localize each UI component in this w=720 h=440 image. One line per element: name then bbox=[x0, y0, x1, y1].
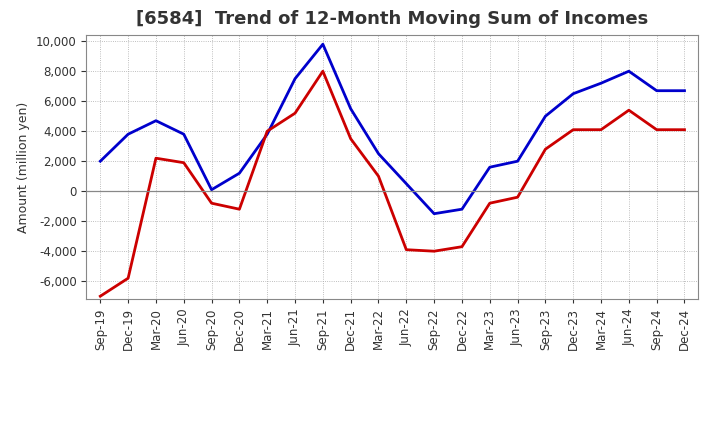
Ordinary Income bbox=[291, 76, 300, 81]
Net Income bbox=[152, 156, 161, 161]
Net Income bbox=[263, 128, 271, 134]
Net Income bbox=[680, 127, 689, 132]
Ordinary Income bbox=[263, 132, 271, 137]
Line: Ordinary Income: Ordinary Income bbox=[100, 44, 685, 214]
Ordinary Income bbox=[374, 151, 383, 156]
Net Income bbox=[597, 127, 606, 132]
Net Income bbox=[346, 136, 355, 141]
Net Income bbox=[207, 201, 216, 206]
Ordinary Income bbox=[124, 132, 132, 137]
Net Income bbox=[624, 107, 633, 113]
Y-axis label: Amount (million yen): Amount (million yen) bbox=[17, 102, 30, 233]
Net Income bbox=[652, 127, 661, 132]
Net Income bbox=[541, 147, 550, 152]
Net Income bbox=[291, 110, 300, 116]
Net Income bbox=[513, 194, 522, 200]
Net Income bbox=[430, 249, 438, 254]
Ordinary Income bbox=[179, 132, 188, 137]
Net Income bbox=[124, 275, 132, 281]
Ordinary Income bbox=[402, 181, 410, 186]
Ordinary Income bbox=[346, 106, 355, 111]
Ordinary Income bbox=[541, 114, 550, 119]
Line: Net Income: Net Income bbox=[100, 71, 685, 296]
Ordinary Income bbox=[96, 158, 104, 164]
Ordinary Income bbox=[235, 171, 243, 176]
Net Income bbox=[235, 206, 243, 212]
Net Income bbox=[569, 127, 577, 132]
Title: [6584]  Trend of 12-Month Moving Sum of Incomes: [6584] Trend of 12-Month Moving Sum of I… bbox=[136, 10, 649, 28]
Net Income bbox=[318, 69, 327, 74]
Ordinary Income bbox=[652, 88, 661, 93]
Ordinary Income bbox=[458, 206, 467, 212]
Ordinary Income bbox=[624, 69, 633, 74]
Net Income bbox=[402, 247, 410, 253]
Ordinary Income bbox=[680, 88, 689, 93]
Ordinary Income bbox=[207, 187, 216, 192]
Ordinary Income bbox=[569, 91, 577, 96]
Ordinary Income bbox=[152, 118, 161, 123]
Net Income bbox=[96, 293, 104, 299]
Net Income bbox=[374, 173, 383, 179]
Ordinary Income bbox=[485, 165, 494, 170]
Net Income bbox=[485, 201, 494, 206]
Ordinary Income bbox=[513, 158, 522, 164]
Ordinary Income bbox=[430, 211, 438, 216]
Net Income bbox=[179, 160, 188, 165]
Net Income bbox=[458, 244, 467, 249]
Ordinary Income bbox=[318, 41, 327, 47]
Ordinary Income bbox=[597, 81, 606, 86]
